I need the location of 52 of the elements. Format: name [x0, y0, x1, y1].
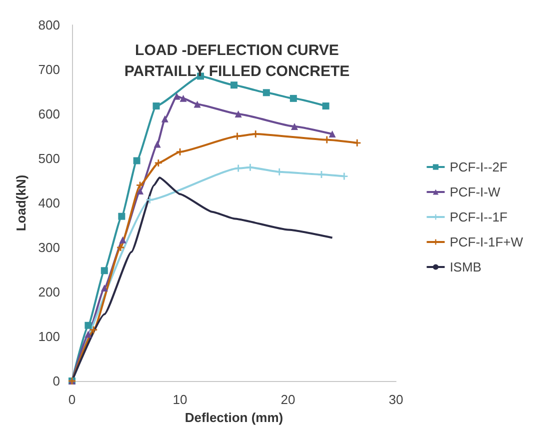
- point: [84, 322, 92, 329]
- y-tick-label: 800: [38, 18, 60, 32]
- point: [290, 94, 297, 102]
- point: [246, 164, 254, 171]
- y-tick-label: 100: [38, 329, 60, 344]
- point: [176, 148, 184, 156]
- x-tick-label: 0: [68, 392, 76, 407]
- point: [180, 94, 187, 102]
- point: [173, 92, 180, 100]
- point: [146, 196, 154, 204]
- legend-label: PCF-I--1F: [450, 210, 508, 224]
- text: PARTAILLY FILLED CONCRETE: [124, 63, 350, 80]
- legend-label: PCF-I-W: [450, 184, 501, 200]
- y-tick-label: 400: [38, 196, 60, 210]
- y-axis-title: Load(kN): [13, 174, 28, 232]
- y-tick-label: 500: [38, 151, 60, 166]
- point: [252, 130, 260, 138]
- point: [194, 100, 201, 108]
- point: [161, 115, 168, 122]
- point: [154, 159, 162, 166]
- point: [84, 330, 92, 338]
- point: [234, 132, 241, 140]
- y-tick-label: 600: [38, 106, 60, 122]
- y-tick-label: 0: [52, 374, 60, 388]
- y-tick-label: 700: [38, 62, 60, 77]
- point: [90, 326, 98, 334]
- point: [152, 102, 160, 110]
- legend-label: PCF-I-1F+W: [450, 234, 524, 250]
- text: LOAD -DEFLECTION CURVE: [135, 42, 339, 59]
- point: [117, 244, 124, 251]
- legend-label: ISMB: [450, 260, 482, 274]
- point: [230, 82, 238, 89]
- point: [290, 122, 298, 130]
- point: [100, 284, 108, 292]
- x-axis-title: Deflection (mm): [184, 410, 284, 425]
- point: [154, 140, 161, 148]
- x-tick-label: 20: [280, 392, 296, 407]
- point: [322, 102, 330, 110]
- point: [136, 182, 144, 189]
- point: [354, 139, 361, 146]
- point: [100, 267, 108, 274]
- point: [262, 89, 270, 96]
- point: [118, 212, 126, 220]
- y-tick-label: 200: [38, 284, 60, 300]
- y-tick-label: 300: [38, 240, 60, 255]
- point: [234, 110, 242, 118]
- point: [328, 130, 336, 138]
- x-tick-label: 10: [172, 392, 188, 407]
- point: [133, 157, 140, 164]
- legend-label: PCF-I--2F: [450, 160, 508, 174]
- x-tick-label: 30: [388, 392, 404, 407]
- point: [119, 236, 126, 244]
